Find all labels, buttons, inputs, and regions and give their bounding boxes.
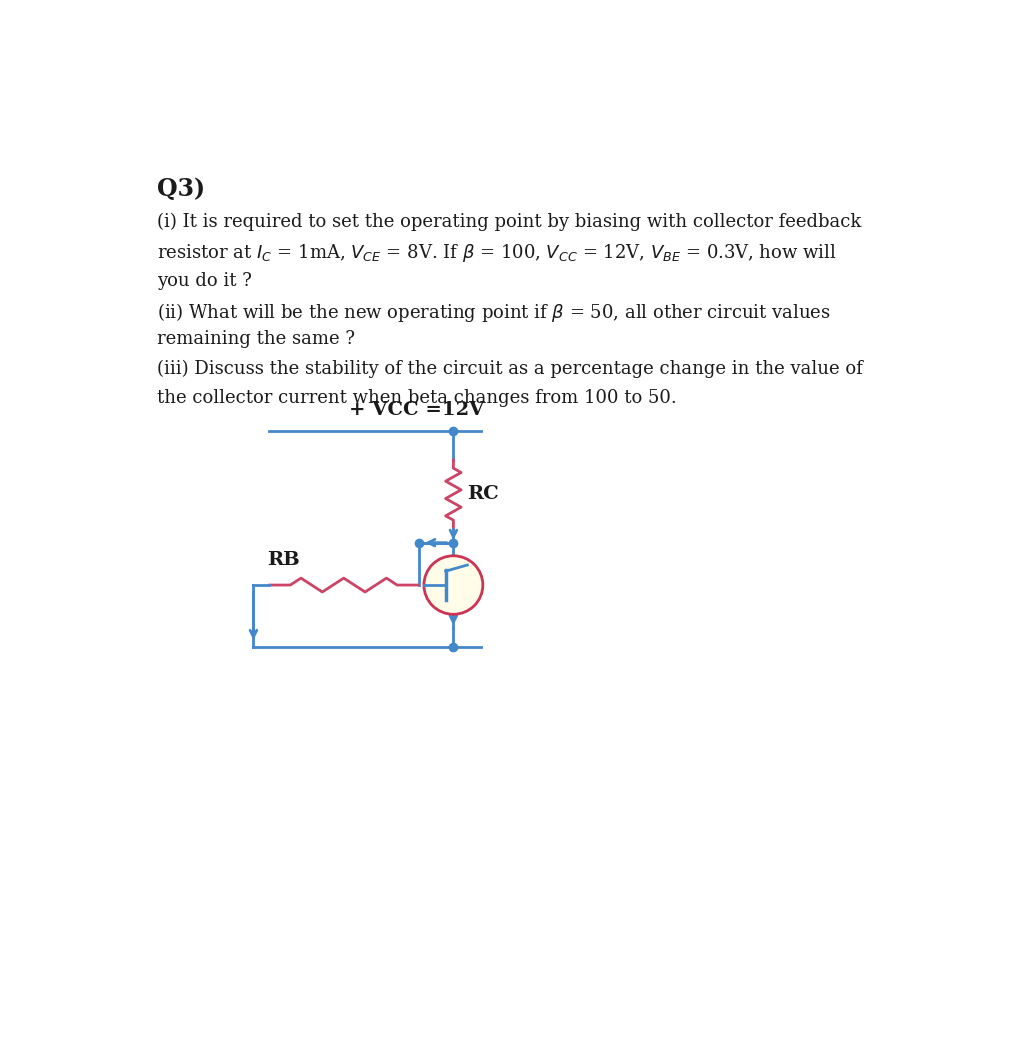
Text: resistor at $I_C$ = 1mA, $V_{CE}$ = 8V. If $\beta$ = 100, $V_{CC}$ = 12V, $V_{BE: resistor at $I_C$ = 1mA, $V_{CE}$ = 8V. … [158,243,837,265]
Text: RC: RC [468,486,499,503]
Circle shape [424,556,483,614]
Text: the collector current when beta changes from 100 to 50.: the collector current when beta changes … [158,389,677,407]
Text: you do it ?: you do it ? [158,271,253,290]
Text: (ii) What will be the new operating point if $\beta$ = 50, all other circuit val: (ii) What will be the new operating poin… [158,301,831,324]
Text: + VCC =12V: + VCC =12V [349,401,484,419]
Text: (iii) Discuss the stability of the circuit as a percentage change in the value o: (iii) Discuss the stability of the circu… [158,359,863,377]
Text: (i) It is required to set the operating point by biasing with collector feedback: (i) It is required to set the operating … [158,213,861,231]
Text: Q3): Q3) [158,177,206,201]
Text: RB: RB [267,552,300,570]
Text: remaining the same ?: remaining the same ? [158,330,355,348]
